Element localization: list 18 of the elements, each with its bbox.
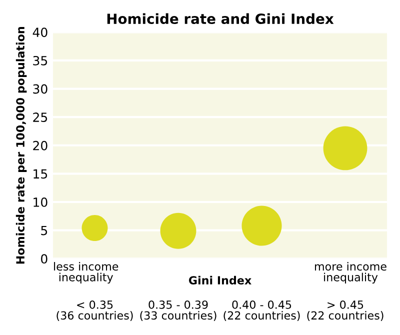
- x-tick-label: < 0.35 (36 countries): [56, 300, 133, 321]
- y-tick-label: 40: [32, 28, 48, 38]
- y-tick-label: 0: [41, 254, 48, 264]
- chart-title: Homicide rate and Gini Index: [107, 13, 334, 24]
- x-tick-label: 0.40 - 0.45 (22 countries): [224, 300, 300, 321]
- text: more income inequality: [315, 262, 386, 284]
- x-tick-label: > 0.45 (22 countries): [307, 300, 384, 321]
- y-tick-label: 10: [34, 197, 48, 207]
- y-axis-title: Homicide rate per 100,000 population: [16, 27, 27, 264]
- x-axis-title: Gini Index: [188, 276, 252, 284]
- text: less income inequality: [54, 262, 118, 284]
- y-tick-label: 30: [33, 84, 48, 94]
- y-tick-label: 35: [33, 56, 48, 66]
- y-tick-label: 5: [41, 226, 48, 236]
- y-tick-label: 25: [33, 112, 48, 122]
- y-tick-label: 20: [33, 140, 48, 150]
- x-tick-label: 0.35 - 0.39 (33 countries): [140, 300, 216, 321]
- y-tick-label: 15: [34, 169, 48, 179]
